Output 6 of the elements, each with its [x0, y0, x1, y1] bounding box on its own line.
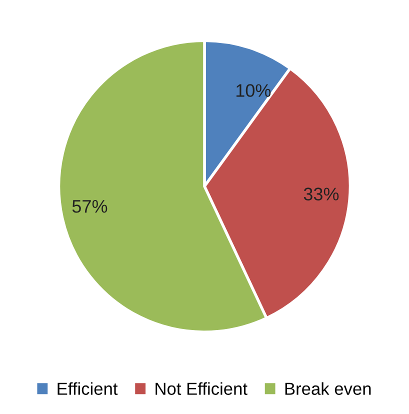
data-label: 33%	[304, 188, 339, 200]
legend-label: Not Efficient	[156, 382, 248, 395]
data-label: 57%	[72, 200, 108, 213]
legend-label: Break even	[285, 382, 371, 395]
data-label: 10%	[236, 84, 271, 97]
legend-label: Efficient	[58, 382, 118, 395]
